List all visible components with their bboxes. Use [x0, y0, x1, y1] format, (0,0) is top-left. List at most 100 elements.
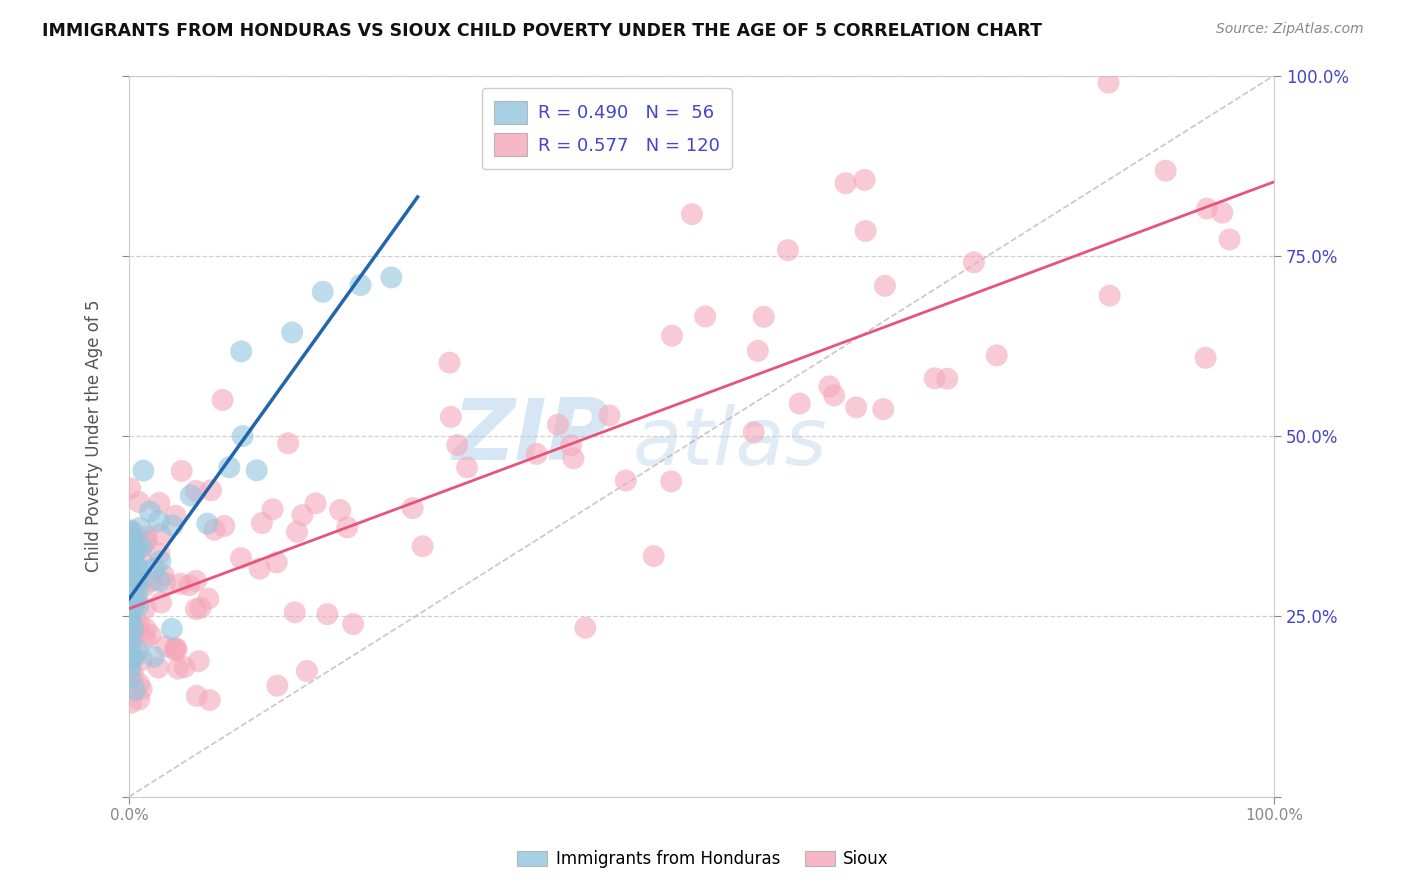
- Text: Source: ZipAtlas.com: Source: ZipAtlas.com: [1216, 22, 1364, 37]
- Point: [186, 689, 208, 703]
- Point: [336, 520, 359, 534]
- Point: [120, 659, 142, 673]
- Point: [149, 554, 172, 568]
- Point: [614, 474, 637, 488]
- Point: [120, 536, 142, 550]
- Point: [135, 529, 157, 543]
- Text: atlas: atlas: [633, 404, 828, 483]
- Text: ZIP: ZIP: [453, 394, 610, 477]
- Point: [747, 343, 769, 358]
- Point: [122, 563, 145, 577]
- Point: [789, 396, 811, 410]
- Point: [924, 371, 946, 385]
- Point: [122, 537, 145, 551]
- Point: [120, 663, 142, 677]
- Point: [129, 521, 152, 535]
- Point: [122, 650, 145, 665]
- Point: [173, 660, 195, 674]
- Point: [439, 356, 461, 370]
- Point: [661, 328, 683, 343]
- Point: [316, 607, 339, 621]
- Point: [202, 523, 225, 537]
- Point: [1194, 351, 1216, 365]
- Point: [148, 546, 170, 560]
- Point: [166, 642, 188, 657]
- Point: [127, 534, 149, 549]
- Point: [231, 344, 253, 359]
- Point: [285, 524, 308, 539]
- Point: [124, 683, 146, 698]
- Point: [148, 515, 170, 529]
- Point: [125, 590, 148, 604]
- Point: [170, 464, 193, 478]
- Point: [986, 348, 1008, 362]
- Point: [120, 671, 142, 685]
- Point: [127, 571, 149, 585]
- Point: [120, 623, 142, 637]
- Point: [266, 679, 288, 693]
- Point: [162, 518, 184, 533]
- Point: [659, 475, 682, 489]
- Point: [218, 460, 240, 475]
- Legend: R = 0.490   N =  56, R = 0.577   N = 120: R = 0.490 N = 56, R = 0.577 N = 120: [481, 88, 733, 169]
- Point: [380, 270, 402, 285]
- Point: [818, 379, 841, 393]
- Point: [440, 409, 463, 424]
- Point: [197, 591, 219, 606]
- Point: [547, 417, 569, 432]
- Point: [120, 546, 142, 560]
- Point: [250, 516, 273, 530]
- Point: [163, 640, 186, 655]
- Point: [120, 549, 142, 564]
- Point: [329, 503, 352, 517]
- Point: [120, 602, 142, 616]
- Point: [266, 555, 288, 569]
- Point: [456, 460, 478, 475]
- Point: [127, 542, 149, 557]
- Point: [184, 574, 207, 588]
- Point: [120, 539, 142, 553]
- Point: [127, 574, 149, 588]
- Point: [562, 451, 585, 466]
- Point: [120, 633, 142, 648]
- Point: [120, 481, 142, 495]
- Point: [312, 285, 335, 299]
- Point: [412, 539, 434, 553]
- Point: [1195, 202, 1218, 216]
- Point: [122, 667, 145, 681]
- Point: [124, 620, 146, 634]
- Point: [120, 624, 142, 638]
- Point: [127, 643, 149, 657]
- Point: [963, 255, 986, 269]
- Point: [120, 524, 142, 539]
- Point: [120, 643, 142, 657]
- Point: [134, 579, 156, 593]
- Point: [179, 578, 201, 592]
- Point: [127, 599, 149, 614]
- Point: [122, 552, 145, 566]
- Point: [211, 392, 233, 407]
- Point: [212, 519, 235, 533]
- Point: [295, 664, 318, 678]
- Point: [122, 541, 145, 555]
- Point: [342, 617, 364, 632]
- Point: [131, 653, 153, 667]
- Point: [128, 581, 150, 595]
- Point: [122, 599, 145, 613]
- Point: [120, 558, 142, 572]
- Point: [138, 504, 160, 518]
- Point: [128, 616, 150, 631]
- Point: [190, 600, 212, 615]
- Point: [853, 173, 876, 187]
- Point: [170, 576, 193, 591]
- Point: [574, 621, 596, 635]
- Point: [127, 575, 149, 590]
- Point: [121, 633, 143, 648]
- Point: [180, 488, 202, 502]
- Point: [155, 575, 177, 590]
- Point: [148, 496, 170, 510]
- Point: [200, 483, 222, 498]
- Point: [277, 436, 299, 450]
- Point: [142, 649, 165, 664]
- Point: [752, 310, 775, 324]
